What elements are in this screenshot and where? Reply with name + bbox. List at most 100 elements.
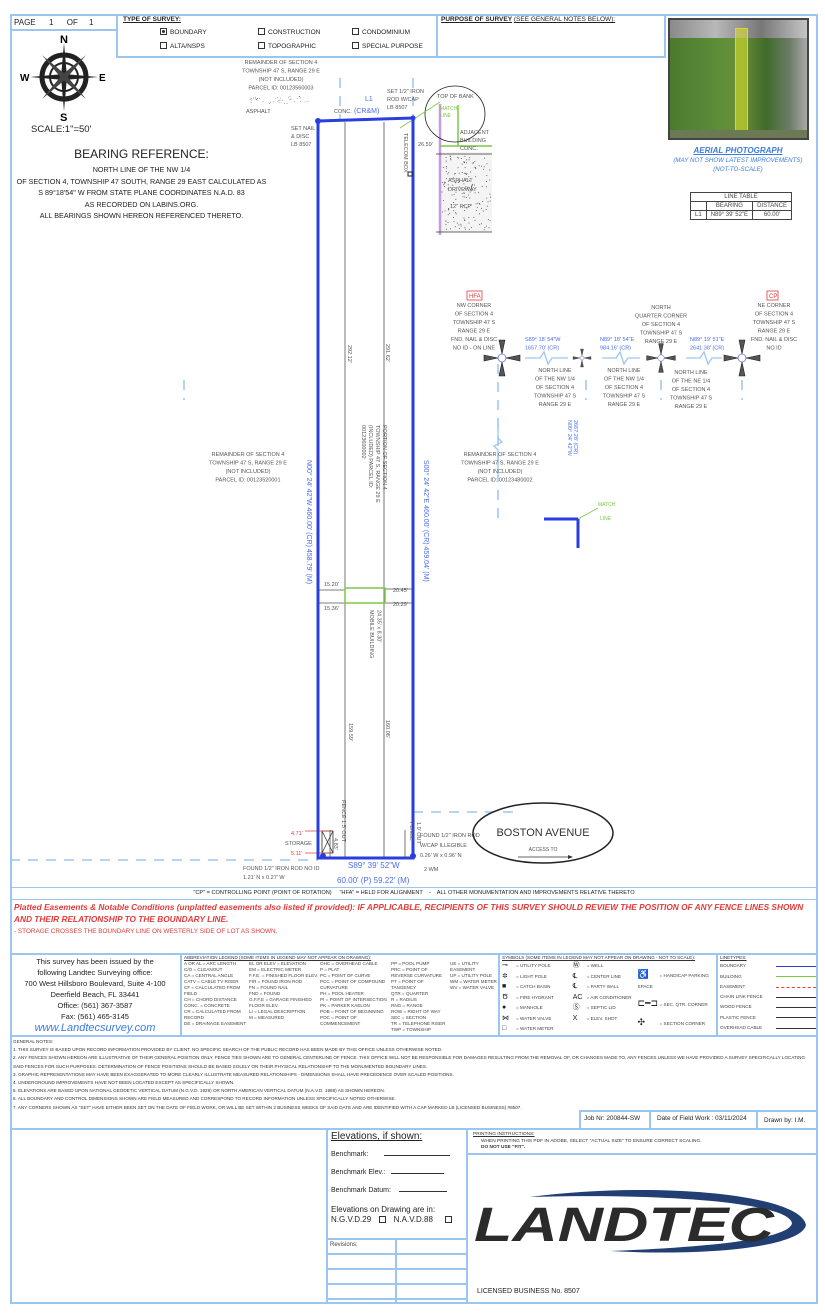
drawing-label: ASPHALT (448, 178, 473, 184)
drawing-label: TOWNSHIP 47 S (670, 396, 713, 402)
drawing-label: TOP OF BANK (437, 94, 474, 100)
drawing-label: S89° 39' 52"W (348, 861, 400, 870)
survey-drawing: REMAINDER OF SECTION 4 TOWNSHIP 47 S, RAN… (10, 60, 797, 885)
drawing-label: SET NAIL (291, 126, 315, 132)
checkbox[interactable] (352, 42, 359, 49)
svg-text:W: W (20, 73, 30, 84)
office-line: following Landtec Surveying office: (37, 968, 153, 977)
drawing-label: FND. NAIL & DISC (451, 337, 497, 343)
drawing-label: 160.06' (384, 720, 390, 738)
symbol-icon: Ծ (502, 993, 509, 1001)
symbol-item: ♿ = HANDICAP PARKING SPACE (637, 969, 709, 989)
aerial-caption: AERIAL PHOTOGRAPH (MAY NOT SHOW LATEST I… (673, 146, 803, 173)
general-note: 2. ANY FENCES SHOWN HEREON ARE ILLUSTRAT… (13, 1055, 806, 1069)
survey-type-3[interactable]: ALTA/NSPS (160, 42, 258, 50)
drawing-label: 159.59' (347, 723, 353, 741)
checkbox[interactable] (352, 28, 359, 35)
survey-type-1[interactable]: CONSTRUCTION (258, 28, 352, 36)
drawing-label: OF SECTION 4 (672, 387, 710, 393)
abbrev-column: A OR AL = ARC LENGTH C/O = CLEANOUT CA = C… (184, 961, 247, 1026)
survey-type-5[interactable]: SPECIAL PURPOSE (352, 42, 430, 50)
drawing-label: ASPHALT (246, 109, 271, 115)
office-line: Deerfield Beach, FL 33441 (50, 990, 140, 999)
drawing-label: NW CORNER (457, 303, 492, 309)
drawing-label: STORAGE (285, 841, 312, 847)
drawing-label: NE CORNER (757, 303, 790, 309)
benchmark-datum-field[interactable] (398, 1191, 447, 1192)
drawing-label: N00° 24' 42"W (566, 420, 572, 457)
elevations-panel: Elevations, if shown: Benchmark: Benchma… (331, 1131, 467, 1224)
drawing-label: 15.20' (324, 582, 339, 588)
drawing-label: 1.21' N x 0.27' W (243, 875, 285, 881)
drawing-label: CONC. (460, 146, 478, 152)
survey-type-4[interactable]: TOPOGRAPHIC (258, 42, 352, 50)
linetype-sample (776, 965, 816, 967)
bearing-line: NORTH LINE OF THE NW 1/4 (92, 165, 191, 174)
survey-type-0[interactable]: BOUNDARY (160, 28, 258, 36)
drawing-label: 291.62' (384, 344, 390, 362)
benchmark-field[interactable] (384, 1155, 451, 1156)
survey-type-2[interactable]: CONDOMINIUM (352, 28, 430, 36)
website-link[interactable]: www.Landtecsurvey.com (34, 1022, 156, 1034)
symbol-icon: ✣ (637, 1016, 646, 1027)
symbol-icon: Ⓦ (572, 962, 580, 970)
drawing-label: OF SECTION 4 (536, 385, 574, 391)
drawing-label: N89° 18' 54"E (600, 337, 635, 343)
drawing-label: 60.00' (P) 59.22' (M) (337, 876, 410, 885)
street-label-ellipse (472, 802, 614, 864)
bearing-line: AS RECORDED ON LABINS.ORG. (84, 199, 199, 209)
section-corner-icon (483, 339, 521, 377)
symbol-item: ✣ = SECTION CORNER (637, 1016, 706, 1027)
drawing-label: (NOT INCLUDED) (226, 469, 271, 475)
section-corner-icon (723, 339, 761, 377)
drawing-label: RANGE 29 E (675, 404, 708, 410)
drawing-label: FOUND 1/2" IRON ROD NO ID (243, 866, 320, 872)
drawing-label: 00123600002 (360, 425, 366, 459)
purpose-title: PURPOSE OF SURVEY (SEE GENERAL NOTES BEL… (441, 16, 616, 23)
checkbox[interactable] (160, 28, 167, 35)
drawing-label: RANGE 29 E (645, 339, 678, 345)
drawing-label: NORTH LINE (607, 368, 641, 374)
checkbox[interactable] (258, 42, 265, 49)
symbol-item: Ծ = FIRE HYDRANT (502, 993, 567, 1004)
drawing-label: 984.16' (CR) (600, 346, 631, 352)
checkbox[interactable] (160, 42, 167, 49)
controlling-point-row (10, 887, 818, 900)
drawing-label: L1 (365, 96, 373, 103)
bearing-line: OF SECTION 4, TOWNSHIP 47 SOUTH, RANGE 2… (16, 176, 267, 186)
aerial-photograph (668, 18, 809, 140)
office-info: This survey has been issued by the follow… (14, 956, 176, 1035)
office-line: This survey has been issued by the (36, 957, 154, 966)
drawing-label: (CR&M) (354, 108, 379, 115)
ngvd-checkbox[interactable] (379, 1216, 387, 1223)
drawing-label: LINE (600, 516, 612, 522)
general-note: 4. UNDERGROUND IMPROVEMENTS HAVE NOT BEE… (13, 1080, 235, 1086)
benchmark-elev-field[interactable] (391, 1173, 445, 1174)
symbol-item: ⊸ = UTILITY POLE (502, 961, 567, 972)
drawing-label: TOWNSHIP 47 S, RANGE 29 E (242, 69, 320, 75)
symbol-icon: ● (502, 1004, 507, 1012)
revisions-table: Revisions: (326, 1238, 468, 1304)
general-note: 5. ELEVATIONS ARE BASED UPON NATIONAL GE… (13, 1088, 385, 1094)
drawing-label: 1657.70' (CR) (525, 346, 559, 352)
compass-rose-icon: N S W E (20, 35, 106, 124)
drawing-label: NORTH LINE (538, 368, 572, 374)
drawing-label: (NOT INCLUDED) (478, 469, 523, 475)
drawing-label: REMAINDER OF SECTION 4 (212, 452, 285, 458)
drawing-label: 24.35' x 8.30' (376, 610, 382, 642)
abbrev-column: PP = POOL PUMP PRC = POINT OF REVERSE CUR… (391, 961, 446, 1032)
drawing-label: 1.0' OUT (415, 822, 421, 844)
drawing-label: 20.29' (393, 602, 408, 608)
drawing-label: RANGE 29 E (458, 329, 491, 335)
checkbox[interactable] (258, 28, 265, 35)
east-boundary-label: S00° 24' 42"E 460.00' (CR) 459.04' (M) (422, 460, 430, 582)
navd-checkbox[interactable] (445, 1216, 453, 1223)
drawing-label: 2667.28' (CR) (572, 420, 578, 454)
symbol-icon: ✲ (502, 972, 508, 980)
office-line: Fax: (561) 465-3145 (61, 1012, 129, 1021)
west-boundary-label: N00° 24' 42"W 460.00' (CR) 458.79' (M) (305, 460, 313, 584)
drawing-label: OF THE NW 1/4 (535, 377, 575, 383)
drawing-label: ACCESS TO (529, 847, 558, 853)
section-corner-icon (572, 348, 592, 368)
boundary-line (316, 116, 415, 860)
